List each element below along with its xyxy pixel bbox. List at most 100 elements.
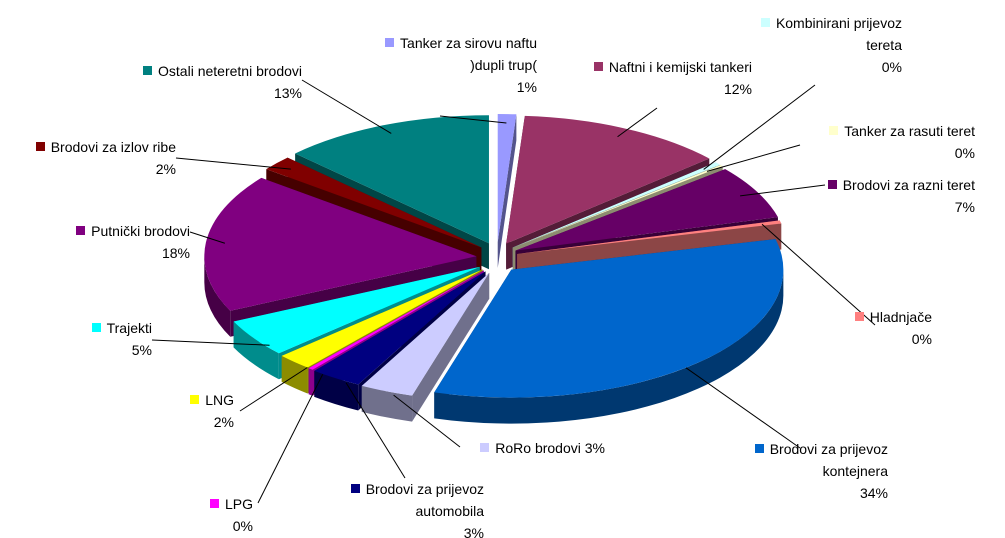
label-value: 2% bbox=[155, 161, 176, 177]
leader-line bbox=[740, 184, 826, 197]
legend-swatch bbox=[480, 443, 490, 452]
label-name: Tanker za rasuti teret bbox=[844, 123, 975, 139]
slice-tops bbox=[204, 114, 784, 398]
label-value: 2% bbox=[213, 414, 234, 430]
label-value: 0% bbox=[954, 145, 975, 161]
leader-lines bbox=[151, 79, 876, 504]
data-label: Putnički brodovi 18% bbox=[40, 220, 190, 264]
data-label: Tanker za sirovu naftu )dupli trup( 1% bbox=[347, 32, 537, 98]
leader-line bbox=[257, 374, 324, 504]
label-name: LPG bbox=[224, 496, 253, 512]
slice-side bbox=[281, 355, 308, 394]
pie-slice bbox=[266, 157, 482, 248]
leader-line bbox=[703, 84, 816, 170]
data-label: Brodovi za prijevoz kontejnera 34% bbox=[708, 438, 888, 504]
legend-swatch bbox=[190, 395, 200, 404]
legend-swatch bbox=[829, 126, 839, 135]
label-value: 0% bbox=[911, 331, 932, 347]
pie-slice bbox=[314, 271, 486, 385]
label-name: LNG bbox=[205, 392, 234, 408]
slice-side bbox=[314, 370, 359, 411]
leader-line bbox=[189, 231, 226, 244]
data-label: Ostali neteretni brodovi 13% bbox=[102, 60, 302, 104]
slice-side bbox=[361, 385, 413, 422]
label-value: 12% bbox=[723, 81, 752, 97]
label-value: 7% bbox=[954, 199, 975, 215]
data-label: LNG 2% bbox=[174, 389, 234, 433]
label-name: Brodovi za prijevoz automobila bbox=[365, 481, 484, 519]
data-label: Brodovi za prijevoz automobila 3% bbox=[314, 478, 484, 538]
leader-line bbox=[345, 382, 406, 479]
legend-swatch bbox=[593, 62, 603, 71]
pie-slice bbox=[308, 270, 484, 370]
legend-swatch bbox=[827, 180, 837, 189]
slice-side bbox=[204, 256, 231, 337]
pie-slice bbox=[515, 169, 778, 251]
label-value: 18% bbox=[161, 245, 190, 261]
legend-swatch bbox=[76, 226, 86, 235]
data-label: Brodovi za izlov ribe 2% bbox=[1, 136, 176, 180]
data-label: Hladnjače 0% bbox=[832, 306, 932, 350]
label-value: 0% bbox=[881, 59, 902, 75]
leader-line bbox=[761, 223, 876, 326]
data-label: Naftni i kemijski tankeri 12% bbox=[557, 56, 752, 100]
legend-swatch bbox=[760, 18, 770, 27]
data-label: Brodovi za razni teret 7% bbox=[815, 174, 975, 218]
label-name: Hladnjače bbox=[869, 309, 932, 325]
legend-swatch bbox=[854, 312, 864, 321]
pie-slice bbox=[295, 115, 489, 244]
label-name: Naftni i kemijski tankeri bbox=[608, 59, 752, 75]
leader-line bbox=[151, 339, 270, 346]
label-value: 0% bbox=[232, 518, 253, 534]
leader-line bbox=[239, 367, 308, 412]
data-label: RoRo brodovi 3% bbox=[445, 437, 605, 459]
label-value: 5% bbox=[131, 342, 152, 358]
label-value: 3% bbox=[463, 525, 484, 538]
pie-slice bbox=[434, 239, 784, 398]
data-label: Kombinirani prijevoz tereta 0% bbox=[727, 12, 902, 78]
data-label: Trajekti 5% bbox=[62, 317, 152, 361]
pie-slice bbox=[281, 269, 483, 368]
legend-swatch bbox=[91, 323, 101, 332]
pie-slice bbox=[512, 162, 721, 248]
legend-swatch bbox=[35, 142, 45, 151]
slice-wall bbox=[497, 114, 517, 269]
label-name: Brodovi za prijevoz kontejnera bbox=[769, 441, 888, 479]
pie-slice bbox=[512, 165, 723, 248]
slice-side bbox=[434, 269, 784, 424]
pie-slice bbox=[517, 220, 782, 254]
leader-line bbox=[175, 157, 291, 170]
leader-line bbox=[706, 144, 801, 172]
pie-slice bbox=[361, 272, 490, 396]
legend-swatch bbox=[143, 66, 153, 75]
data-label: Tanker za rasuti teret 0% bbox=[795, 120, 975, 164]
label-value: 1% bbox=[516, 79, 537, 95]
legend-swatch bbox=[385, 38, 395, 47]
label-name: Putnički brodovi bbox=[91, 223, 190, 239]
leader-line bbox=[617, 107, 658, 138]
leader-line bbox=[685, 367, 801, 449]
label-name: Kombinirani prijevoz tereta bbox=[775, 15, 902, 53]
label-name: Trajekti bbox=[106, 320, 152, 336]
label-name: RoRo brodovi bbox=[495, 440, 581, 456]
data-label: LPG 0% bbox=[193, 493, 253, 537]
slice-side bbox=[308, 368, 313, 396]
label-value: 13% bbox=[273, 85, 302, 101]
legend-swatch bbox=[754, 444, 764, 453]
leader-line bbox=[301, 79, 392, 134]
leader-line bbox=[393, 394, 461, 448]
legend-swatch bbox=[350, 484, 360, 493]
label-value: 3% bbox=[584, 440, 605, 456]
legend-swatch bbox=[209, 499, 219, 508]
leader-line bbox=[439, 115, 507, 124]
label-name: Brodovi za izlov ribe bbox=[50, 139, 176, 155]
label-value: 34% bbox=[859, 485, 888, 501]
label-name: Ostali neteretni brodovi bbox=[158, 63, 302, 79]
label-name: Brodovi za razni teret bbox=[842, 177, 975, 193]
pie-slice bbox=[506, 115, 710, 244]
pie-slice bbox=[204, 177, 477, 311]
slice-side bbox=[233, 321, 279, 380]
label-name: Tanker za sirovu naftu )dupli trup( bbox=[400, 35, 537, 73]
